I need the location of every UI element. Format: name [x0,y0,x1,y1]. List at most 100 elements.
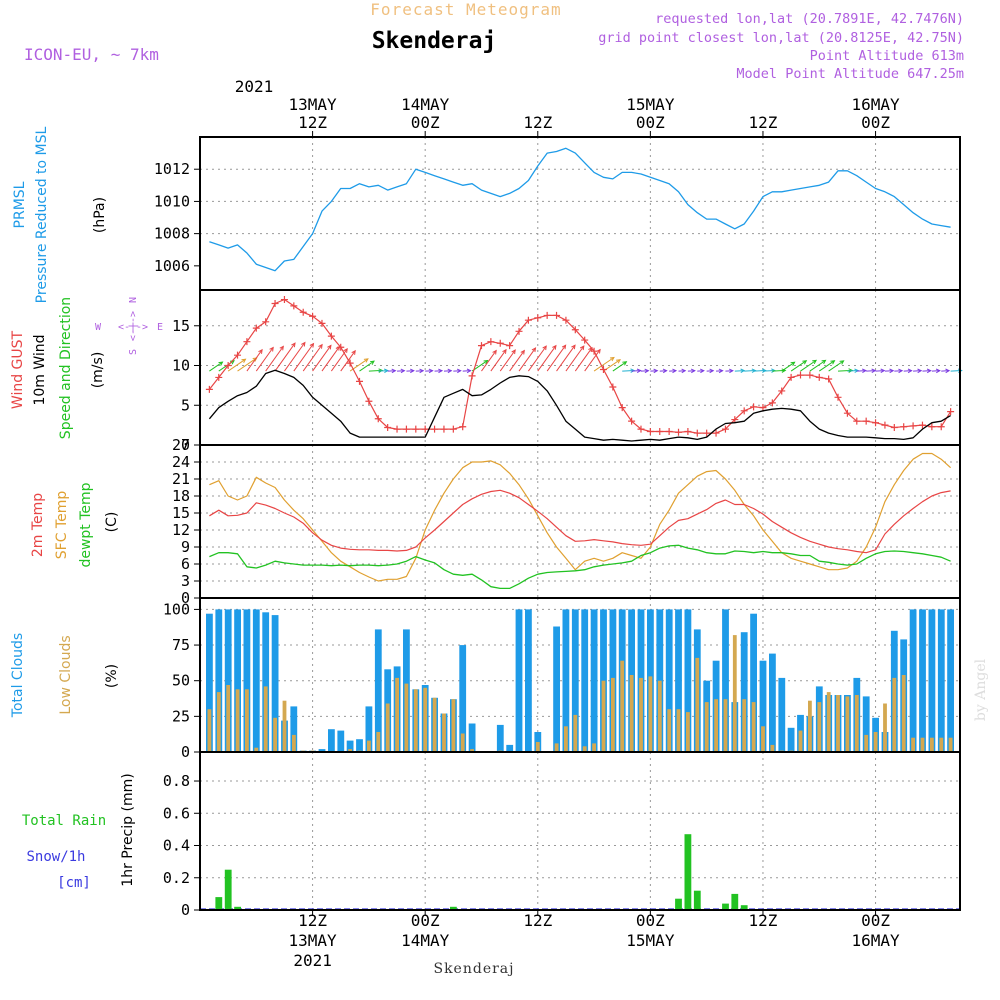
gust-point [562,316,570,324]
gust-point [356,377,364,385]
low-cloud-bar [451,699,456,752]
wind-arrow [330,348,348,372]
x-label-bottom-hour: 12Z [298,911,327,930]
gust-point [318,319,326,327]
wind-arrow-head [531,347,537,353]
low-cloud-bar [582,746,587,752]
gust-point [937,423,945,431]
gust-point [843,409,851,417]
gust-point [787,373,795,381]
low-cloud-bar [845,696,850,752]
requested-coords: requested lon,lat (20.7891E, 42.7476N) [655,11,964,27]
total-cloud-bar [243,609,251,752]
t2m-line [209,489,951,554]
wind-arrow-head [945,368,951,374]
low-cloud-bar [939,737,944,752]
y-tick-label: 15 [172,317,190,335]
total-cloud-bar [374,629,382,752]
gust-point [571,326,579,334]
gust-point [449,425,457,433]
y-tick-label: 75 [172,636,190,654]
low-cloud-bar [423,687,428,752]
gust-point [599,365,607,373]
wind-arrow-head [327,344,332,350]
y-tick-label: 6 [181,555,190,573]
wind-arrow [818,360,835,372]
low-cloud-bar [648,676,653,752]
gust-point [665,427,673,435]
gust-point [675,428,683,436]
wind-arrow-head [579,345,585,351]
gust-point [646,427,654,435]
gust-point [543,311,551,319]
snow-label: Snow/1h [26,849,85,865]
wind-arrow-head [492,349,497,355]
gust-point [346,359,354,367]
wind-arrow [209,361,223,372]
gust-point [280,296,288,304]
wind-arrow [490,349,507,372]
gust-point [337,343,345,351]
wind-arrow [340,350,356,372]
total-cloud-bar [909,609,917,752]
total-cloud-bar [224,609,232,752]
rain-bar [684,834,692,910]
wind-arrow [800,359,817,372]
grid-lines [200,137,960,910]
gust-point [590,347,598,355]
wind-arrow [518,347,536,372]
wind-arrow-head [428,368,434,374]
wind-arrow-head [672,368,678,374]
y-tick-label: 1006 [154,257,190,275]
wind-arrow-head [830,360,836,365]
x-label-top-hour: 12Z [523,113,552,132]
gust-point [918,421,926,429]
wind-arrow [781,361,795,372]
gust-point [825,375,833,383]
wind-arrow [274,342,296,372]
wind-gust-label: Wind GUST [10,330,26,409]
low-cloud-bar [892,677,897,752]
model-label: ICON-EU, ~ 7km [24,45,159,64]
wind-arrow-head [400,368,406,374]
low-cloud-bar [686,712,690,752]
location-title: Skenderaj [372,28,497,54]
x-label-bottom-hour: 00Z [636,911,665,930]
y-tick-label: 1010 [154,192,190,210]
low-cloud-bar [348,749,352,752]
x-label-bottom-hour: 00Z [411,911,440,930]
data-marks [200,147,963,910]
low-cloud-bar [817,702,822,752]
total-cloud-bar [337,730,345,752]
wind-arrow-head [871,368,877,374]
compass-w: W [95,322,102,333]
gust-point [834,393,842,401]
rain-bar [722,903,729,910]
wind-arrow-head [571,344,576,350]
wind-arrow-head [880,368,886,374]
low-cloud-bar [723,699,728,752]
rain-bar [450,906,457,910]
low-cloud-bar [442,713,446,752]
gust-line [208,298,952,434]
wind-arrow [565,345,585,372]
gust-point [796,371,804,379]
y-tick-label: 0.4 [163,837,190,855]
low-cloud-bar [657,680,662,752]
wind-arrow-head [466,368,472,374]
wind-arrow-head [790,361,796,367]
gust-point [881,421,889,429]
y-tick-label: 24 [172,453,190,471]
total-cloud-bar [290,706,298,752]
low-cloud-bar [592,743,596,752]
wind-arrow-head [561,344,567,350]
wind-arrow [237,357,257,372]
wind-arrow-head [363,358,369,363]
wind-arrow-head [370,360,375,365]
low-cloud-bar [629,675,634,752]
x-label-bottom-year: 2021 [293,951,332,970]
total-cloud-bar [346,740,354,752]
low-cloud-bar [808,700,812,752]
x-label-top-hour: 12Z [298,113,327,132]
total-cloud-bar [665,609,673,752]
